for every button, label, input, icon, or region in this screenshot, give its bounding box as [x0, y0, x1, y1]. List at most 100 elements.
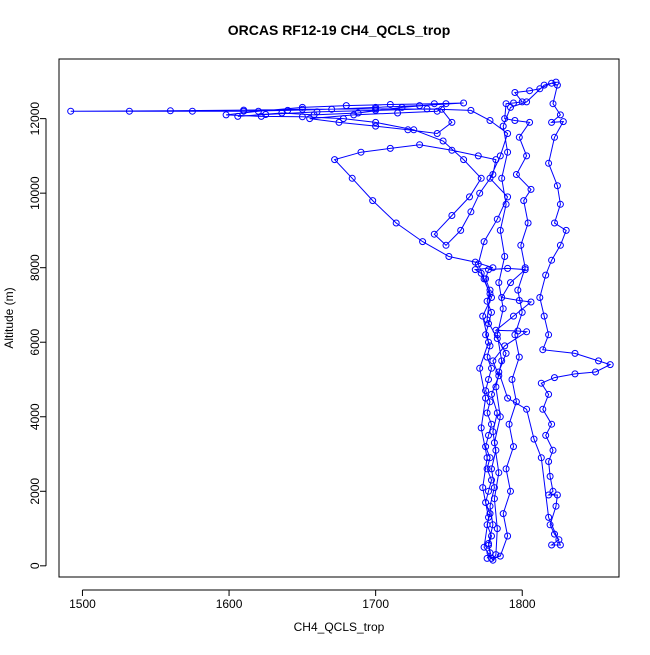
data-point [486, 174, 494, 182]
data-point [496, 552, 504, 560]
data-point [552, 78, 560, 86]
data-point [480, 238, 488, 246]
data-point [510, 443, 517, 451]
data-point [448, 146, 456, 154]
x-tick-label: 1800 [509, 597, 536, 611]
data-point [448, 118, 456, 126]
data-point [483, 353, 491, 361]
data-point [507, 103, 514, 111]
data-point [511, 89, 519, 96]
data-point [331, 156, 339, 164]
data-point [313, 108, 321, 116]
data-point [460, 99, 468, 107]
data-point [485, 487, 492, 495]
data-point [348, 174, 356, 182]
data-point [489, 521, 497, 529]
data-point [504, 394, 512, 402]
data-point [419, 238, 427, 246]
data-point [504, 130, 512, 137]
data-point [545, 331, 553, 339]
data-point [188, 107, 196, 115]
data-point [125, 107, 133, 115]
data-point [527, 298, 535, 306]
data-point [486, 290, 494, 298]
data-point [483, 409, 491, 417]
data-point [445, 253, 453, 260]
data-point [483, 454, 491, 462]
data-point [559, 118, 567, 126]
data-point [476, 364, 484, 372]
data-point [416, 102, 424, 110]
data-point [485, 320, 492, 328]
data-point [518, 308, 526, 316]
data-point [496, 226, 504, 234]
data-point [474, 260, 482, 268]
x-axis: 1500 1600 1700 1800 [69, 589, 536, 611]
data-point [545, 458, 553, 465]
data-point [508, 376, 516, 383]
data-point [498, 357, 506, 365]
data-point [556, 241, 564, 249]
data-point [537, 454, 545, 462]
data-point [507, 279, 514, 287]
x-tick-label: 1600 [216, 597, 243, 611]
data-point [430, 100, 438, 108]
data-point [433, 107, 441, 115]
data-point [482, 331, 490, 339]
x-tick-label: 1700 [362, 597, 389, 611]
data-point [526, 118, 534, 126]
data-point [489, 428, 497, 436]
data-point [515, 353, 523, 361]
data-point [504, 264, 512, 272]
data-point [284, 106, 292, 114]
data-point [466, 193, 473, 201]
data-point [392, 219, 400, 227]
data-point [492, 156, 500, 164]
data-point [492, 446, 500, 454]
data-point [501, 342, 509, 350]
data-point [372, 118, 380, 126]
data-point [485, 376, 492, 383]
data-point [485, 431, 492, 439]
data-point [499, 305, 507, 313]
data-point [476, 189, 484, 197]
data-point [551, 133, 558, 141]
data-point [545, 390, 553, 398]
data-point [486, 454, 494, 462]
data-point [511, 117, 519, 124]
data-point [486, 398, 494, 406]
data-point [442, 241, 450, 249]
data-point [592, 368, 599, 376]
data-point [515, 133, 523, 141]
data-point [482, 387, 490, 395]
data-point [495, 279, 503, 287]
data-point [542, 431, 550, 439]
data-point [482, 443, 490, 451]
data-point [298, 105, 306, 113]
data-point [485, 540, 492, 547]
data-point [442, 100, 450, 108]
data-point [222, 111, 230, 119]
data-point [460, 156, 468, 164]
data-point [386, 144, 394, 152]
data-point [537, 379, 545, 387]
data-point [439, 137, 447, 145]
y-axis-label: Altitude (m) [2, 287, 16, 348]
data-point [505, 420, 513, 428]
y-tick-label: 8000 [28, 254, 42, 281]
y-axis: 0 2000 4000 6000 8000 10000 12000 [28, 102, 47, 569]
data-point [515, 297, 523, 304]
data-point [493, 335, 501, 342]
data-point [480, 275, 488, 283]
data-point [482, 394, 490, 402]
data-point [488, 364, 495, 372]
data-point [496, 152, 504, 160]
data-point [257, 112, 265, 120]
data-point [546, 472, 554, 480]
data-point [386, 101, 394, 108]
data-point [335, 118, 343, 126]
x-axis-label: CH4_QCLS_trop [294, 620, 385, 634]
data-point [477, 269, 485, 277]
